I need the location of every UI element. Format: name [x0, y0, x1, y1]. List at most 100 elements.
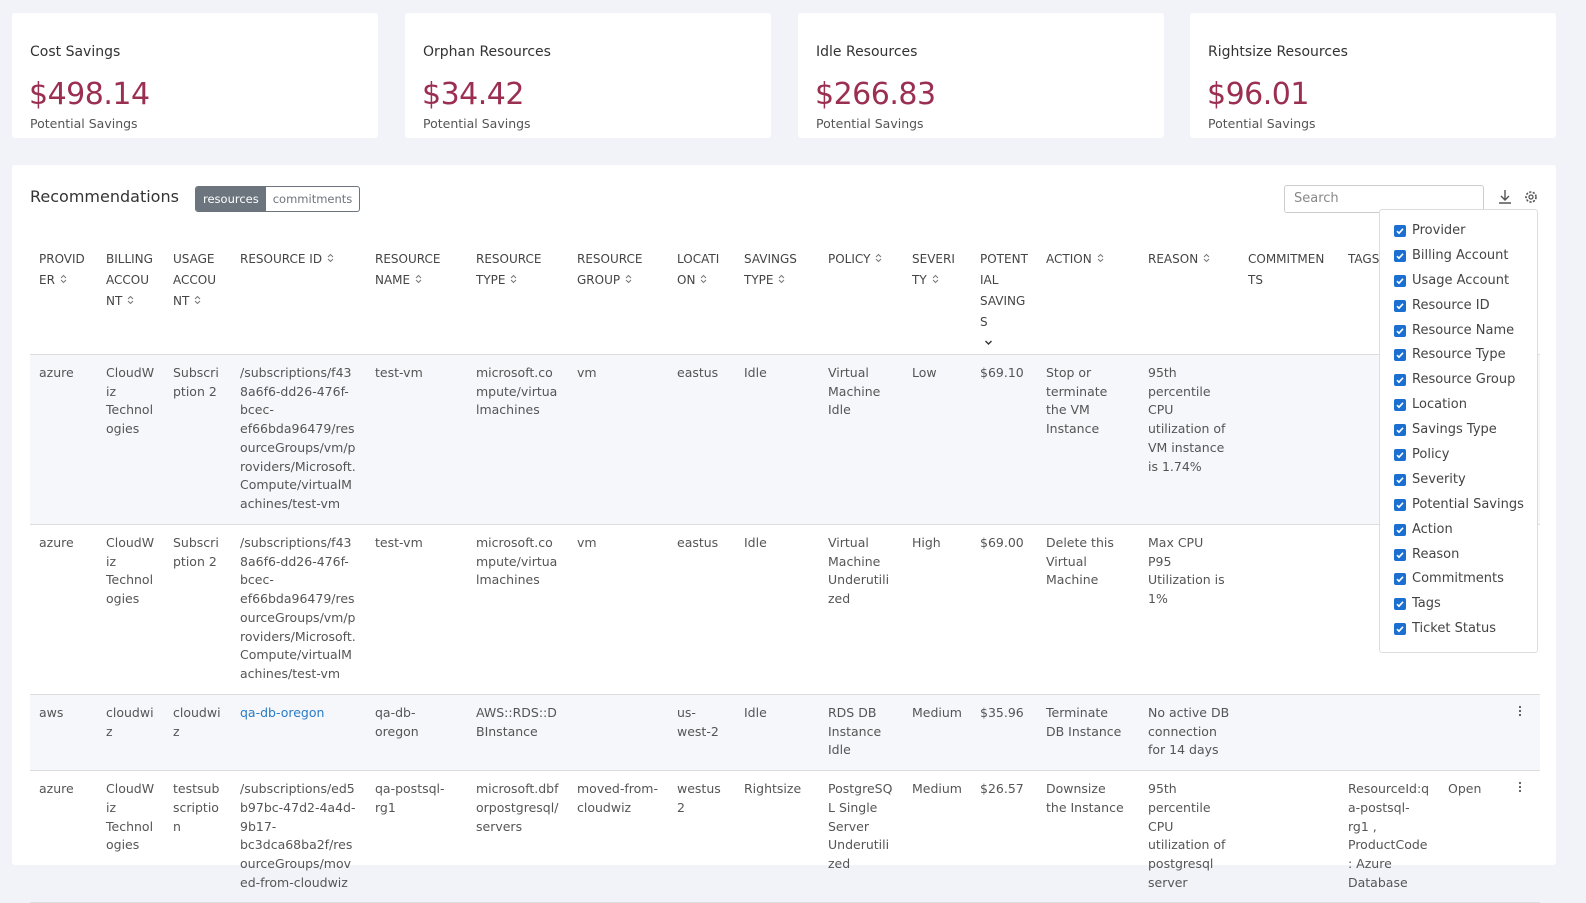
- checkbox[interactable]: [1394, 374, 1406, 387]
- cell-text: moved-from-cloudwiz: [577, 781, 658, 815]
- checkbox[interactable]: [1394, 249, 1406, 262]
- sort-icon[interactable]: [1202, 253, 1211, 263]
- checkbox[interactable]: [1394, 573, 1406, 586]
- checkbox[interactable]: [1394, 623, 1406, 636]
- column-option[interactable]: Action: [1394, 522, 1537, 547]
- sort-icon[interactable]: [699, 274, 708, 284]
- checkbox[interactable]: [1394, 473, 1406, 486]
- checkbox[interactable]: [1394, 548, 1406, 561]
- sort-icon[interactable]: [984, 337, 993, 347]
- cell-text: Rightsize: [744, 781, 802, 797]
- sort-icon[interactable]: [874, 253, 883, 263]
- cell-text: Low: [912, 365, 937, 380]
- option-label: Reason: [1412, 546, 1460, 562]
- column-option[interactable]: Resource ID: [1394, 298, 1537, 323]
- checkbox[interactable]: [1394, 424, 1406, 437]
- download-icon[interactable]: [1498, 189, 1512, 205]
- table-cell: testsubscription: [164, 770, 231, 903]
- panel-title: Recommendations: [30, 187, 179, 206]
- cell-text: microsoft.dbforpostgresql/servers: [476, 781, 559, 834]
- table-cell: eastus: [668, 354, 735, 525]
- cell-text: Medium: [912, 781, 962, 797]
- sort-icon[interactable]: [414, 274, 423, 284]
- table-cell: [1500, 770, 1540, 903]
- column-option[interactable]: Provider: [1394, 223, 1537, 248]
- cell-text: vm: [577, 535, 597, 550]
- cell-text: ResourceId:qa-postsql-rg1 , ProductCode:…: [1348, 781, 1430, 890]
- table-cell: Terminate DB Instance: [1037, 694, 1139, 772]
- table-row: azure CloudWiz Technologies testsubscripti…: [30, 770, 1540, 903]
- table-cell: test-vm: [366, 524, 467, 695]
- column-option[interactable]: Resource Group: [1394, 372, 1537, 397]
- cell-text: Subscription 2: [173, 535, 219, 569]
- column-option[interactable]: Tags: [1394, 596, 1537, 621]
- settings-icon[interactable]: [1523, 189, 1539, 205]
- sort-icon[interactable]: [777, 274, 786, 284]
- column-option[interactable]: Usage Account: [1394, 273, 1537, 298]
- option-label: Savings Type: [1412, 422, 1497, 438]
- cell-text: azure: [39, 365, 74, 380]
- sort-icon[interactable]: [59, 274, 68, 284]
- header-label: RESOURCE TYPE: [476, 252, 542, 287]
- tab[interactable]: resources: [196, 187, 266, 211]
- table-cell: $69.10: [971, 354, 1037, 525]
- column-option[interactable]: Ticket Status: [1394, 621, 1537, 646]
- table-cell: azure: [30, 770, 97, 903]
- table-cell: RDS DB Instance Idle: [819, 694, 903, 772]
- tab[interactable]: commitments: [272, 192, 353, 206]
- sort-icon[interactable]: [326, 253, 335, 263]
- table-cell: [1239, 770, 1339, 903]
- checkbox[interactable]: [1394, 399, 1406, 412]
- checkbox[interactable]: [1394, 449, 1406, 462]
- cell-text: High: [912, 535, 941, 550]
- option-label: Policy: [1412, 447, 1450, 463]
- column-option[interactable]: Resource Name: [1394, 323, 1537, 348]
- column-header: POTENTIAL SAVINGS: [971, 240, 1037, 355]
- option-label: Potential Savings: [1412, 496, 1524, 512]
- checkbox[interactable]: [1394, 523, 1406, 536]
- header-label: POLICY: [828, 252, 871, 266]
- sort-icon[interactable]: [126, 295, 135, 305]
- card-label: Potential Savings: [423, 116, 531, 131]
- table-cell: /subscriptions/f438a6f6-dd26-476f-bcec-e…: [231, 524, 366, 695]
- column-option[interactable]: Savings Type: [1394, 422, 1537, 447]
- column-option[interactable]: Reason: [1394, 547, 1537, 572]
- sort-icon[interactable]: [509, 274, 518, 284]
- column-option[interactable]: Potential Savings: [1394, 497, 1537, 522]
- sort-icon[interactable]: [193, 295, 202, 305]
- column-header: PROVIDER: [30, 240, 97, 355]
- card: Idle Resources $266.83 Potential Savings: [798, 13, 1164, 138]
- column-option[interactable]: Location: [1394, 397, 1537, 422]
- option-label: Tags: [1412, 596, 1441, 612]
- checkbox[interactable]: [1394, 598, 1406, 611]
- card: Orphan Resources $34.42 Potential Savings: [405, 13, 771, 138]
- column-option[interactable]: Policy: [1394, 447, 1537, 472]
- table-cell: microsoft.dbforpostgresql/servers: [467, 770, 568, 903]
- checkbox[interactable]: [1394, 349, 1406, 362]
- sort-icon[interactable]: [624, 274, 633, 284]
- cell-text: CloudWiz Technologies: [106, 781, 155, 853]
- column-option[interactable]: Severity: [1394, 472, 1537, 497]
- row-menu[interactable]: [1515, 704, 1525, 718]
- header-label: USAGE ACCOUNT: [173, 252, 216, 308]
- header-label: RESOURCE ID: [240, 252, 323, 266]
- table-cell: CloudWiz Technologies: [97, 524, 164, 695]
- sort-icon[interactable]: [931, 274, 940, 284]
- card-label: Potential Savings: [1208, 116, 1316, 131]
- checkbox[interactable]: [1394, 299, 1406, 312]
- header-label: TAGS: [1348, 252, 1380, 266]
- cell-text: qa-db-oregon: [375, 705, 419, 739]
- checkbox[interactable]: [1394, 225, 1406, 237]
- column-option[interactable]: Billing Account: [1394, 248, 1537, 273]
- column-header: RESOURCE GROUP: [568, 240, 668, 355]
- checkbox[interactable]: [1394, 274, 1406, 287]
- column-option[interactable]: Commitments: [1394, 571, 1537, 596]
- table-cell: azure: [30, 524, 97, 695]
- checkbox[interactable]: [1394, 324, 1406, 337]
- resource-link[interactable]: qa-db-oregon: [240, 705, 325, 720]
- column-option[interactable]: Resource Type: [1394, 347, 1537, 372]
- table-cell: Open: [1439, 770, 1500, 903]
- checkbox[interactable]: [1394, 498, 1406, 511]
- sort-icon[interactable]: [1096, 253, 1105, 263]
- row-menu[interactable]: [1515, 780, 1525, 794]
